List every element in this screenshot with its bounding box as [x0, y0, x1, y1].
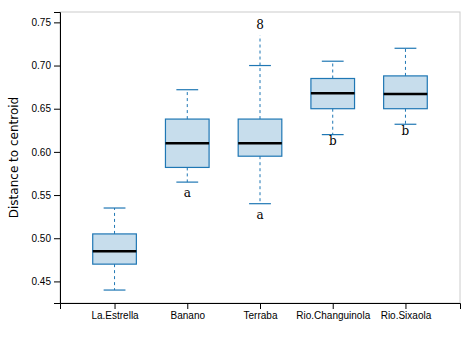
box	[384, 76, 428, 109]
whisker-high	[187, 90, 188, 119]
y-tick: 0.55	[32, 190, 60, 201]
whisker-low	[114, 264, 115, 290]
box	[93, 234, 137, 264]
cap-low	[176, 182, 198, 183]
box	[238, 119, 282, 156]
cap-high	[104, 207, 126, 208]
y-tick: 0.65	[32, 103, 60, 114]
y-tick-label: 0.50	[32, 233, 52, 244]
y-tick-mark	[54, 152, 60, 153]
median	[384, 93, 428, 96]
y-tick-label: 0.65	[32, 103, 52, 114]
x-tick: Rio.Sixaola	[381, 303, 432, 321]
x-tick: Terraba	[244, 303, 278, 321]
y-tick: 0.45	[32, 276, 60, 287]
whisker-high	[114, 208, 115, 234]
cap-high	[322, 61, 344, 62]
median	[238, 142, 282, 145]
y-axis-title: Distance to centroid	[7, 97, 21, 218]
y-tick: 0.75	[32, 17, 60, 28]
annotation: a	[184, 186, 191, 200]
x-tick-label: Banano	[171, 310, 206, 321]
chart: 0.45 0.50 0.55 0.60 0.65 0.70 0.75 La.Estrella B…	[0, 0, 474, 337]
y-tick-label: 0.70	[32, 60, 52, 71]
median	[311, 92, 355, 95]
box-plot	[93, 208, 137, 290]
plot-frame	[60, 12, 460, 303]
annotation: 8	[256, 18, 264, 32]
y-tick-mark	[54, 66, 60, 67]
cap-low	[249, 203, 271, 204]
y-tick-mark	[54, 238, 60, 239]
x-tick-mark	[333, 303, 334, 309]
annotations: a a b b 8	[184, 18, 410, 222]
y-tick-mark	[54, 281, 60, 282]
y-tick-label: 0.55	[32, 190, 52, 201]
cap-high	[176, 89, 198, 90]
cap-high	[395, 48, 417, 49]
x-tick-mark	[115, 303, 116, 309]
x-axis: La.Estrella Banano Terraba Rio.Changuinola R…	[61, 303, 461, 321]
whisker-high	[405, 48, 406, 76]
whisker-low	[405, 109, 406, 125]
box	[165, 119, 209, 167]
y-tick-mark	[54, 109, 60, 110]
y-tick-label: 0.75	[32, 17, 52, 28]
whisker-low	[332, 109, 333, 135]
x-tick-mark	[405, 303, 406, 309]
x-tick-mark	[187, 303, 188, 309]
y-tick-label: 0.60	[32, 147, 52, 158]
x-tick: Rio.Changuinola	[296, 303, 370, 321]
box-plot	[384, 48, 428, 124]
annotation: b	[329, 134, 337, 148]
y-tick-mark	[54, 195, 60, 196]
box	[311, 78, 355, 108]
x-tick-label: Rio.Sixaola	[381, 310, 432, 321]
whisker-high	[260, 66, 261, 120]
median	[165, 142, 209, 145]
boxes	[93, 35, 428, 290]
y-tick: 0.60	[32, 147, 60, 158]
annotation: a	[256, 208, 263, 222]
plot: 0.45 0.50 0.55 0.60 0.65 0.70 0.75 La.Estrella B…	[32, 12, 461, 321]
x-tick-label: La.Estrella	[91, 310, 139, 321]
x-tick: Banano	[171, 303, 206, 321]
box-plot	[238, 35, 282, 203]
annotation: b	[402, 124, 410, 138]
box-plot	[165, 90, 209, 182]
x-tick-mark	[260, 303, 261, 309]
x-axis-line	[61, 304, 461, 310]
whisker-high	[332, 61, 333, 78]
y-axis: 0.45 0.50 0.55 0.60 0.65 0.70 0.75	[32, 13, 61, 304]
cap-low	[104, 289, 126, 290]
x-tick-label: Rio.Changuinola	[296, 310, 370, 321]
whisker-low	[187, 167, 188, 182]
box-plot	[311, 61, 355, 134]
y-tick-mark	[54, 22, 60, 23]
x-tick: La.Estrella	[91, 303, 139, 321]
y-tick-label: 0.45	[32, 276, 52, 287]
whisker-low	[260, 156, 261, 203]
y-axis-line	[54, 13, 61, 304]
y-tick: 0.50	[32, 233, 60, 244]
y-tick: 0.70	[32, 60, 60, 71]
median	[93, 250, 137, 253]
x-tick-label: Terraba	[244, 310, 278, 321]
outlier-extension	[260, 35, 261, 65]
